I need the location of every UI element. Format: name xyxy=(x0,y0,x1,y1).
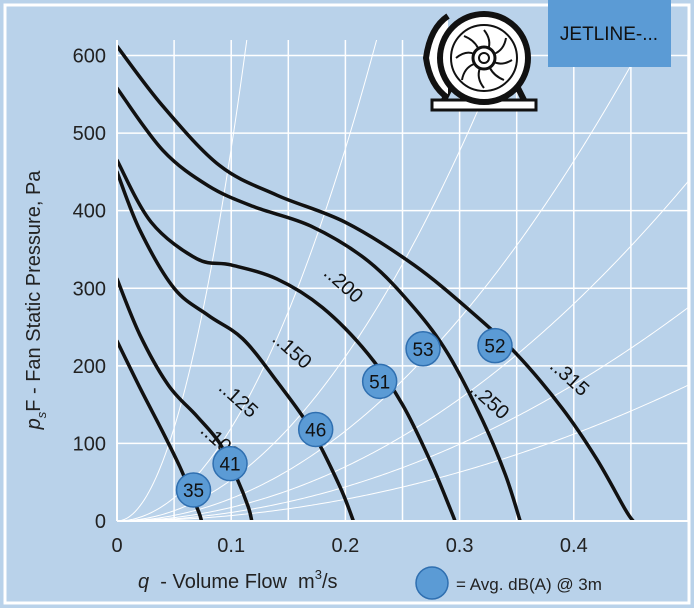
sound-marker-1 xyxy=(212,445,248,482)
grid xyxy=(117,40,689,521)
sound-marker-0 xyxy=(175,472,212,508)
y-tick-label-4: 400 xyxy=(73,201,106,223)
sound-markers: 35 41 46 51 53 52 xyxy=(175,327,513,508)
y-axis-subscript: s xyxy=(34,411,49,418)
y-axis-text: F - Fan Static Pressure, Pa xyxy=(23,170,45,412)
y-tick-label-1: 100 xyxy=(73,433,106,455)
y-tick-label-5: 500 xyxy=(73,123,106,145)
fan-curve-150 xyxy=(117,170,356,521)
axis-ticks: 0 0.1 0.2 0.3 0.4 0 100 200 300 400 500 600 xyxy=(73,46,588,557)
sound-marker-label-3: 51 xyxy=(369,372,390,393)
sound-marker-3 xyxy=(361,363,398,400)
x-axis-title: q - Volume Flow m3/s xyxy=(138,567,338,593)
model-badge-text: JETLINE-... xyxy=(560,24,658,45)
legend: = Avg. dB(A) @ 3m xyxy=(415,566,602,600)
sound-marker-label-1: 41 xyxy=(219,455,240,476)
sound-marker-label-5: 52 xyxy=(484,337,505,358)
x-axis-suffix: /s xyxy=(322,571,338,593)
y-tick-label-2: 200 xyxy=(73,356,106,378)
sound-marker-label-4: 53 xyxy=(412,340,433,361)
sound-marker-label-2: 46 xyxy=(305,420,326,441)
fan-curve-100 xyxy=(117,339,204,521)
system-curve-4 xyxy=(117,181,688,521)
legend-marker xyxy=(415,566,449,600)
system-curve-5 xyxy=(117,307,688,521)
fan-curve-315 xyxy=(117,44,635,521)
y-tick-label-0: 0 xyxy=(95,511,106,533)
sound-marker-label-0: 35 xyxy=(183,481,204,502)
x-tick-label-0: 0 xyxy=(111,535,122,557)
fan-icon xyxy=(422,11,538,112)
fan-curve-250 xyxy=(117,86,522,521)
system-curves xyxy=(117,40,688,521)
fan-curve-125 xyxy=(117,277,254,521)
sound-marker-2 xyxy=(297,411,334,448)
model-badge xyxy=(548,0,671,67)
y-axis-title: psF - Fan Static Pressure, Pa xyxy=(23,170,49,431)
chart-frame xyxy=(3,3,691,605)
y-tick-label-6: 600 xyxy=(73,46,106,68)
x-tick-label-1: 0.1 xyxy=(217,535,245,557)
x-axis-superscript: 3 xyxy=(315,567,322,582)
system-curve-1 xyxy=(117,40,378,521)
sound-marker-4 xyxy=(405,331,441,367)
x-tick-label-4: 0.4 xyxy=(560,535,588,557)
fan-curves xyxy=(117,44,635,521)
system-curve-6 xyxy=(117,384,688,521)
x-axis-text: - Volume Flow m xyxy=(149,571,315,593)
fan-curve-200 xyxy=(117,158,457,521)
sound-marker-5 xyxy=(477,327,513,364)
legend-text: = Avg. dB(A) @ 3m xyxy=(456,575,602,594)
y-axis-symbol: p xyxy=(23,418,45,430)
y-tick-label-3: 300 xyxy=(73,278,106,300)
x-tick-label-3: 0.3 xyxy=(446,535,474,557)
x-axis-symbol: q xyxy=(138,571,149,593)
system-curve-2 xyxy=(117,40,509,521)
x-tick-label-2: 0.2 xyxy=(331,535,359,557)
